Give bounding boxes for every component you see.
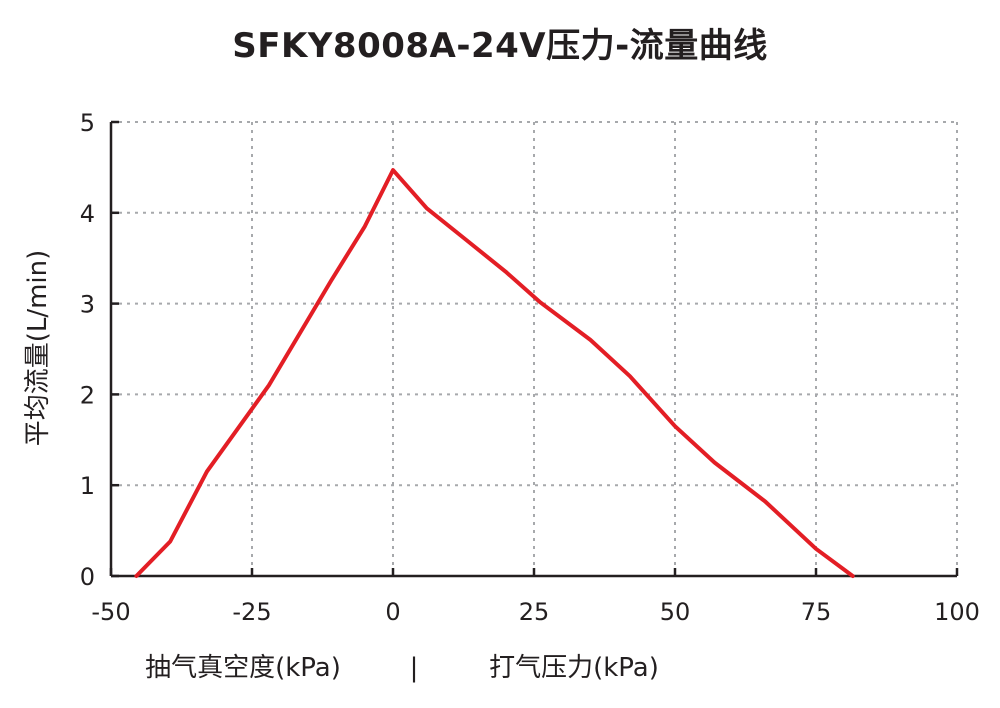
y-tick-label: 4	[80, 200, 95, 228]
x-tick-label: -50	[91, 598, 130, 626]
x-axis-label-pressure: 打气压力(kPa)	[489, 653, 659, 683]
y-tick-label: 3	[80, 291, 95, 319]
series-layer	[134, 168, 855, 578]
x-tick-label: 50	[660, 598, 691, 626]
x-tick-label: 100	[934, 598, 980, 626]
axis-labels: 平均流量(L/min) 抽气真空度(kPa) | 打气压力(kPa)	[23, 250, 659, 683]
series-line	[134, 168, 855, 578]
grid-lines	[111, 121, 958, 576]
y-tick-label: 1	[80, 472, 95, 500]
axis-ticks: -50 -25 0 25 50 75 100 0 1 2 3 4 5	[80, 109, 980, 626]
x-tick-label: 0	[385, 598, 400, 626]
y-tick-label: 2	[80, 381, 95, 409]
chart-title: SFKY8008A-24V压力-流量曲线	[232, 26, 768, 66]
x-axis-label-vacuum: 抽气真空度(kPa)	[145, 653, 341, 683]
y-axis-label: 平均流量(L/min)	[23, 250, 53, 447]
y-tick-label: 0	[80, 563, 95, 591]
x-tick-label: 75	[801, 598, 832, 626]
x-tick-label: -25	[232, 598, 271, 626]
y-tick-label: 5	[80, 109, 95, 137]
x-axis-label-separator: |	[410, 653, 419, 683]
x-tick-label: 25	[519, 598, 550, 626]
